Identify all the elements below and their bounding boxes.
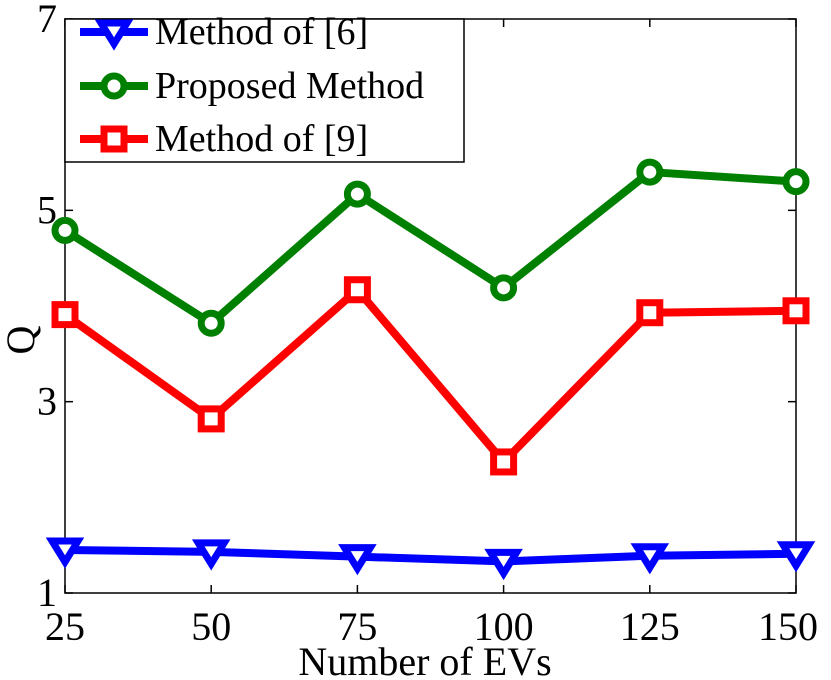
data-point [782,297,810,325]
x-tick-label: 75 [337,604,377,649]
x-tick-label: 50 [191,604,231,649]
series-1 [51,158,810,337]
legend-item: Method of [6] [80,11,368,53]
series-0 [45,537,816,581]
legend-marker [100,72,128,100]
series-2 [51,276,810,476]
x-tick-label: 125 [620,604,680,649]
data-point [197,309,225,337]
x-tick-label: 150 [758,604,818,649]
y-axis-label: Q [0,325,43,354]
legend-marker [94,19,134,51]
legend: Method of [6] Proposed Method Method of [9… [64,11,465,163]
y-tick-label: 5 [37,187,57,232]
y-tick-label: 1 [37,570,57,615]
data-point [343,180,371,208]
series-line [62,284,797,468]
data-point [636,299,664,327]
data-point [338,544,377,576]
data-point [45,537,85,569]
y-tick-label: 7 [37,0,57,41]
legend-label: Method of [9] [155,118,368,160]
data-point [51,301,79,329]
data-point [776,541,816,573]
legend-label: Proposed Method [155,65,424,107]
x-tick-label: 100 [474,604,534,649]
data-point [343,276,371,304]
legend-label: Method of [6] [155,11,368,53]
data-point [782,168,810,196]
data-point [490,274,518,302]
x-ticks: 25 50 75 100 125 150 [45,19,818,649]
data-point [630,543,670,575]
legend-marker [100,125,128,153]
series-layer [45,158,816,581]
x-axis-label: Number of EVs [298,639,551,680]
legend-item: Proposed Method [80,65,424,107]
x-tick-label: 25 [45,604,85,649]
series-line [64,545,797,566]
data-point [636,158,664,186]
legend-item: Method of [9] [80,118,368,160]
data-point [197,405,225,433]
data-point [51,216,79,244]
data-point [191,539,231,571]
legend-items: Method of [6] Proposed Method Method of [9… [80,11,424,160]
y-tick-label: 3 [37,379,57,424]
y-ticks: 1 3 5 7 [37,0,796,615]
data-point [484,548,523,581]
data-point [490,448,518,476]
series-line [62,167,797,329]
